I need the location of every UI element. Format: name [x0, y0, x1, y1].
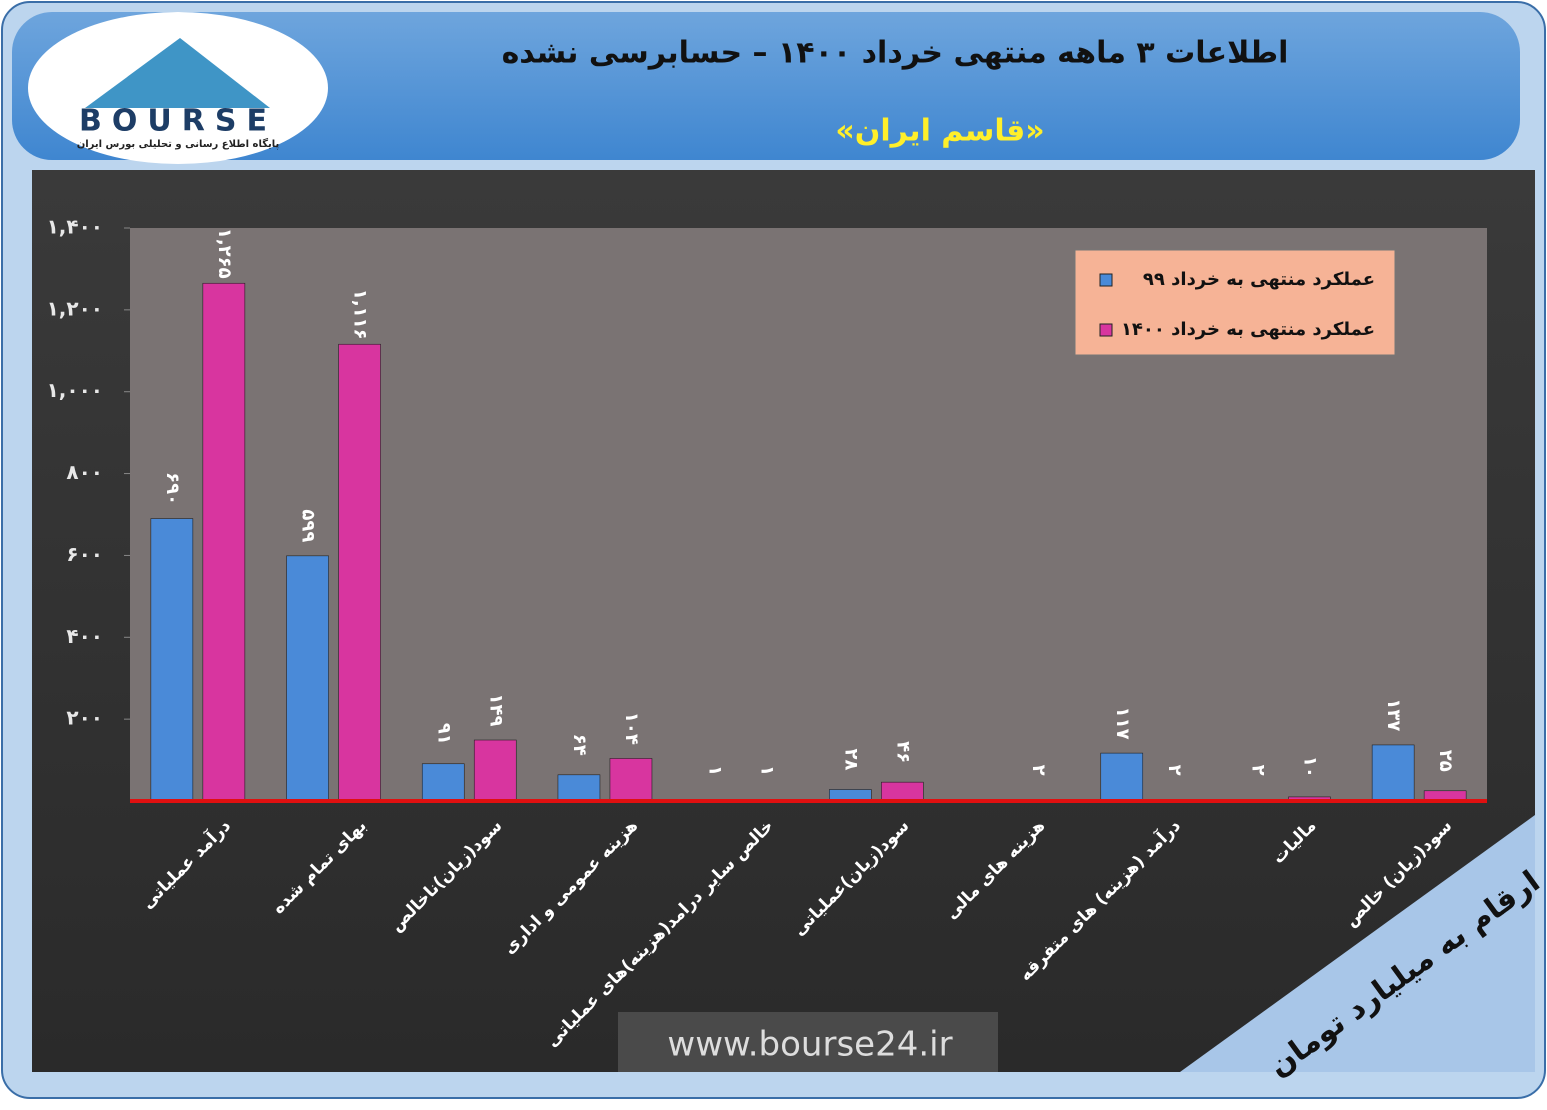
bar [421, 763, 465, 802]
value-label: ۱۴۹ [485, 694, 506, 727]
y-tick-label: ۱,۰۰۰ [47, 378, 103, 402]
legend-entry: عملکرد منتهی به خرداد ۱۴۰۰ [1121, 319, 1375, 340]
logo-brand: BOURSE [79, 104, 277, 139]
value-label: ۶۹۰ [162, 472, 183, 505]
value-label: ۵۹۹ [298, 509, 319, 542]
bar [150, 518, 194, 802]
bar [202, 282, 246, 802]
value-label: ۱۳۷ [1383, 698, 1404, 731]
y-tick-label: ۱,۴۰۰ [47, 215, 103, 239]
value-label: ۹۱ [433, 723, 454, 745]
legend-swatch [1099, 273, 1113, 287]
value-label: ۱۰۴ [621, 712, 642, 745]
watermark: www.bourse24.ir [667, 1025, 952, 1065]
value-label: ۱۰ [1299, 756, 1320, 778]
legend-entry: عملکرد منتهی به خرداد ۹۹ [1143, 269, 1375, 290]
watermark-bg [618, 1012, 998, 1072]
bar [881, 781, 924, 802]
header [12, 12, 1520, 160]
y-tick-label: ۴۰۰ [66, 624, 103, 648]
y-tick-label: ۸۰۰ [66, 460, 103, 484]
value-label: ۲۸ [840, 749, 861, 771]
y-tick-label: ۱,۲۰۰ [47, 296, 103, 320]
logo-mark [85, 38, 270, 108]
bar [286, 555, 329, 802]
value-label: ۱ [757, 765, 778, 776]
note-band [1180, 815, 1535, 1072]
y-tick-label: ۲۰۰ [66, 706, 103, 730]
chart-subtitle: «قاسم ایران» [835, 114, 1044, 149]
bar [338, 343, 381, 802]
bar [609, 758, 653, 802]
legend-swatch [1099, 323, 1113, 337]
value-label: ۱,۲۶۵ [214, 228, 235, 279]
value-label: ۴۶ [892, 741, 913, 763]
y-tick-label: ۶۰۰ [66, 542, 103, 566]
value-label: ۲ [1247, 765, 1268, 776]
value-label: ۲ [1028, 765, 1049, 776]
value-label: ۲ [1164, 765, 1185, 776]
bar [473, 739, 517, 802]
value-label: ۱,۱۱۶ [350, 289, 371, 340]
bar [1371, 744, 1415, 802]
logo-caption: پایگاه اطلاع رسانی و تحلیلی بورس ایران [77, 137, 280, 150]
value-label: ۱ [705, 765, 726, 776]
bar [557, 774, 601, 802]
value-label: ۱۱۷ [1112, 707, 1133, 740]
bar [1100, 752, 1144, 802]
value-label: ۲۵ [1435, 750, 1456, 772]
legend-box [1074, 249, 1396, 356]
chart-title: اطلاعات ۳ ماهه منتهی خرداد ۱۴۰۰ – حسابرس… [502, 36, 1289, 71]
value-label: ۶۴ [569, 734, 590, 756]
